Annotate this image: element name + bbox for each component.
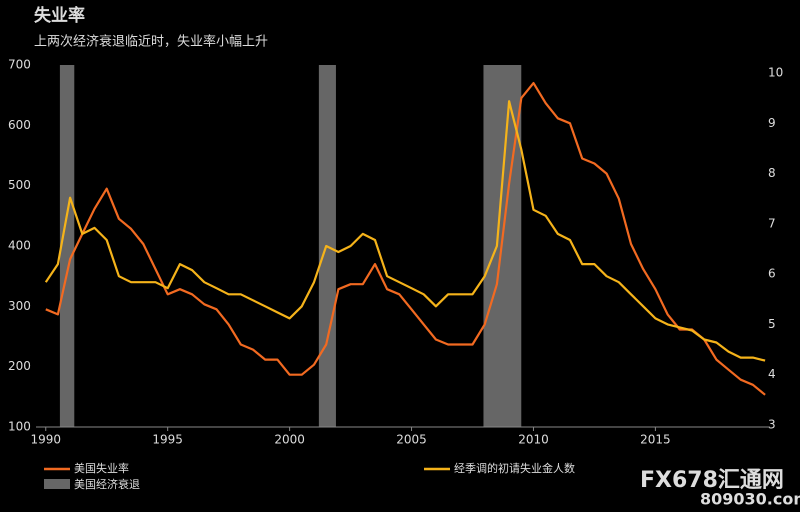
x-tick-label: 1995 — [152, 433, 183, 447]
y-tick-label: 400 — [8, 239, 31, 253]
x-tick-label: 1990 — [30, 433, 61, 447]
series-line — [45, 82, 766, 396]
legend-label: 经季调的初请失业金人数 — [454, 461, 575, 475]
x-tick-label: 2010 — [518, 433, 549, 447]
series-line — [44, 100, 766, 362]
watermark-url: 809030.com — [700, 490, 800, 509]
y2-tick-label: 4 — [768, 367, 776, 381]
x-tick-label: 2000 — [274, 433, 305, 447]
chart-subtitle: 上两次经济衰退临近时，失业率小幅上升 — [34, 34, 268, 50]
legend-label: 美国经济衰退 — [74, 477, 140, 491]
y2-tick-label: 8 — [768, 166, 776, 180]
legend-label: 美国失业率 — [74, 461, 129, 475]
recession-band — [59, 65, 75, 427]
x-tick-label: 2005 — [396, 433, 427, 447]
y2-tick-label: 9 — [768, 116, 776, 130]
x-tick-label: 2015 — [640, 433, 671, 447]
y-tick-label: 500 — [8, 178, 31, 192]
y2-tick-label: 7 — [768, 216, 776, 230]
chart-title: 失业率 — [34, 5, 85, 26]
y-tick-label: 200 — [8, 359, 31, 373]
watermark: FX678汇通网 — [640, 468, 784, 493]
y-tick-label: 600 — [8, 118, 31, 132]
y2-tick-label: 5 — [768, 317, 776, 331]
y2-tick-label: 3 — [768, 418, 776, 432]
y-tick-label: 100 — [8, 420, 31, 434]
y2-tick-label: 10 — [768, 66, 783, 80]
y-tick-label: 700 — [8, 58, 31, 72]
y-tick-label: 300 — [8, 299, 31, 313]
legend-swatch — [44, 479, 70, 489]
y2-tick-label: 6 — [768, 267, 776, 281]
